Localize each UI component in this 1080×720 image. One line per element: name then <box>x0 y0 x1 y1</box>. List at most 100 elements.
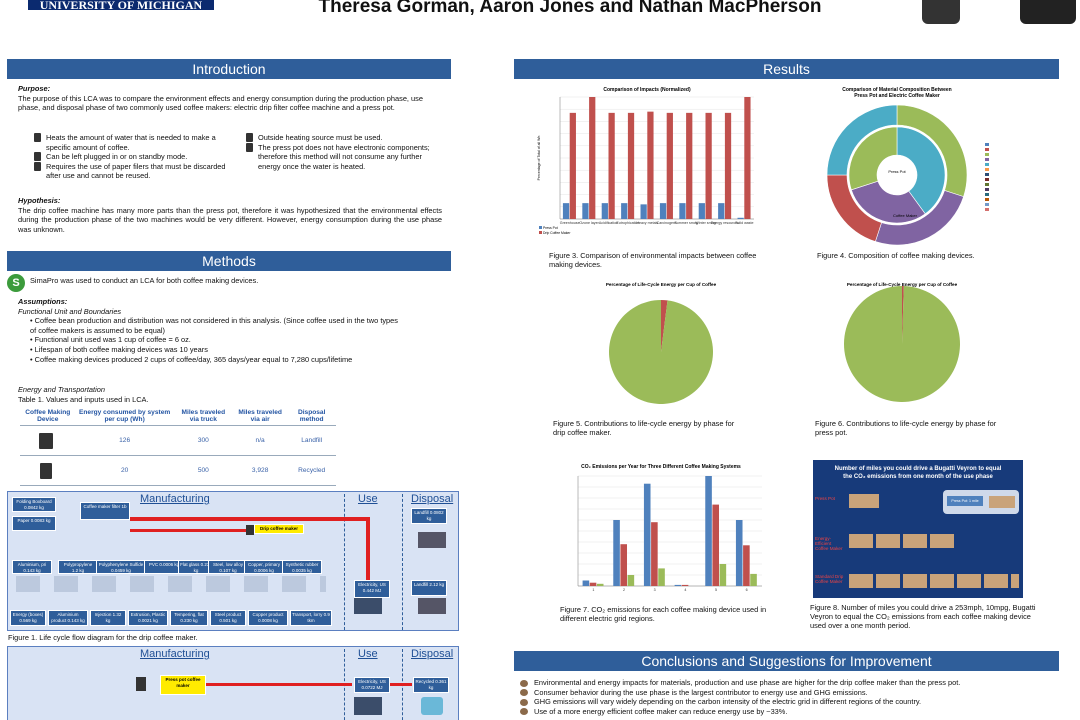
flow-box: Copper, primary 0.0006 kg <box>244 560 284 574</box>
bar <box>589 97 596 219</box>
legend-swatch <box>985 173 989 176</box>
x-tick-label: Heavy metals <box>636 221 658 225</box>
ring-label: Press Pot <box>888 169 906 174</box>
flow-box: Transport, lorry 0.9 tkm <box>290 610 332 626</box>
flow-box: Landfill 0.0802 kg <box>411 508 447 524</box>
chart-title: CO₂ Emissions per Year for Three Differe… <box>581 464 741 470</box>
fig8-row-label: Energy-Efficient Coffee Maker <box>815 536 843 551</box>
bar <box>627 112 635 219</box>
legend-swatch <box>985 198 989 201</box>
bar <box>718 203 725 219</box>
legend-swatch <box>985 148 989 151</box>
purpose-text: The purpose of this LCA was to compare t… <box>18 93 423 113</box>
university-name: UNIVERSITY OF MICHIGAN <box>39 0 203 10</box>
press-points: Outside heating source must be used. The… <box>246 133 440 171</box>
x-tick-label: 5 <box>715 588 717 592</box>
hypothesis-text: The drip coffee machine has many more pa… <box>18 205 442 234</box>
bar <box>750 573 757 586</box>
flow-box: Paper 0.0083 kg <box>12 516 56 531</box>
legend-swatch <box>985 203 989 206</box>
donut-slice <box>896 126 946 215</box>
bar <box>666 112 673 219</box>
x-tick-label: Summer smog <box>674 221 697 225</box>
bar <box>582 203 589 219</box>
flow-box: Landfill 2.12 kg <box>411 580 447 596</box>
conclusions-list: Environmental and energy impacts for mat… <box>520 678 1060 716</box>
x-tick-label: Ozone layer <box>579 221 599 225</box>
bugatti-car-images <box>849 534 957 548</box>
material-images <box>16 576 326 592</box>
flow-center-box: Drip coffee maker <box>254 524 304 534</box>
legend-swatch <box>985 143 989 146</box>
legend-swatch <box>985 158 989 161</box>
x-tick-label: Energy resources <box>711 221 739 225</box>
landfill-image <box>418 598 446 614</box>
legend-label: Press Pot <box>543 226 558 230</box>
recycle-icon <box>421 697 443 715</box>
chart-title: Comparison of Material Composition Betwe… <box>842 87 951 93</box>
flow-box: Folding Boxboard 0.0842 kg <box>12 497 56 512</box>
ring-label: Coffee Maker <box>893 213 918 218</box>
pie-slice <box>844 286 960 402</box>
x-tick-label: Solid waste <box>735 221 753 225</box>
fig5-drip-energy-pie: Percentage of Life-Cycle Energy per Cup … <box>606 282 717 404</box>
bar <box>719 564 727 586</box>
drip-point: Requires the use of paper filers that mu… <box>46 161 226 181</box>
energy-label: Energy and Transportation <box>18 385 105 394</box>
flow-diagram-press: Manufacturing Use Disposal Press pot cof… <box>7 646 459 720</box>
drip-point: Can be left plugged in or on standby mod… <box>46 152 188 162</box>
bar <box>643 483 651 586</box>
x-tick-label: Winter smog <box>695 221 715 225</box>
flow-diagram-drip: Manufacturing Use Disposal Folding Boxbo… <box>7 491 459 631</box>
flow-box: Aluminium product 0.143 kg <box>48 610 88 626</box>
bar <box>613 520 620 586</box>
flow-box: Polyphenylene Sulfide 0.0459 kg <box>96 560 146 574</box>
bar <box>681 584 689 586</box>
coffee-bean-icon <box>520 679 528 687</box>
chart-title: Press Pot and Electric Coffee Maker <box>854 93 940 99</box>
conclusions-heading: Conclusions and Suggestions for Improvem… <box>514 651 1059 671</box>
bar <box>601 203 608 219</box>
flow-box: Electricity, US 0.0722 MJ <box>354 677 390 693</box>
legend-swatch <box>539 231 542 234</box>
x-tick-label: Eutrophication <box>616 221 639 225</box>
legend-swatch <box>985 183 989 186</box>
press-pot-icon <box>39 462 52 479</box>
simapro-logo: S <box>7 274 25 292</box>
bar <box>724 112 732 219</box>
legend-swatch <box>985 168 989 171</box>
flow-box: Extrusion, Plastic 0.0021 kg <box>128 610 168 626</box>
x-tick-label: Carcinogens <box>657 221 677 225</box>
legend-swatch <box>985 193 989 196</box>
bugatti-car-image <box>989 496 1015 508</box>
table-row: 126 300 n/a Landfill <box>20 425 336 456</box>
x-tick-label: Acidification <box>599 221 618 225</box>
bar <box>647 111 654 219</box>
bugatti-car-image <box>849 494 879 508</box>
fig8-callout-text: Press Pot: 1 mile <box>947 496 983 506</box>
table-header: Energy consumed by system per cup (Wh) <box>75 407 174 426</box>
bar <box>659 203 667 219</box>
donut-slice <box>826 104 898 176</box>
drip-coffee-maker-icon <box>38 432 53 449</box>
flow-center-box: Press pot coffee maker <box>160 675 206 695</box>
fig1-caption: Figure 1. Life cycle flow diagram for th… <box>8 633 198 642</box>
flow-box: Tempering, flat 0.230 kg <box>170 610 208 626</box>
pie-slice <box>609 300 713 404</box>
functional-unit-label: Functional Unit and Boundaries <box>18 306 122 316</box>
legend-swatch <box>985 178 989 181</box>
values-table: Coffee Making Device Energy consumed by … <box>20 407 336 486</box>
bar <box>705 476 712 586</box>
legend-swatch <box>985 153 989 156</box>
conclusion-item: Environmental and energy impacts for mat… <box>520 678 1060 688</box>
bar <box>698 203 705 219</box>
university-logo: MUNIVERSITY OF MICHIGAN <box>28 0 214 10</box>
press-point: The press pot does not have electronic c… <box>258 142 430 171</box>
legend-swatch <box>985 188 989 191</box>
bar <box>737 217 744 219</box>
flow-box: Energy (boxes) 0.569 kg <box>10 610 46 626</box>
fig3-impacts-chart: Comparison of Impacts (Normalized) Greenh… <box>536 83 758 245</box>
assumption-item: • Lifespan of both coffee making devices… <box>30 344 208 354</box>
fig8-row-label: Press Pot <box>815 496 835 501</box>
flow-use-label: Use <box>358 493 378 505</box>
